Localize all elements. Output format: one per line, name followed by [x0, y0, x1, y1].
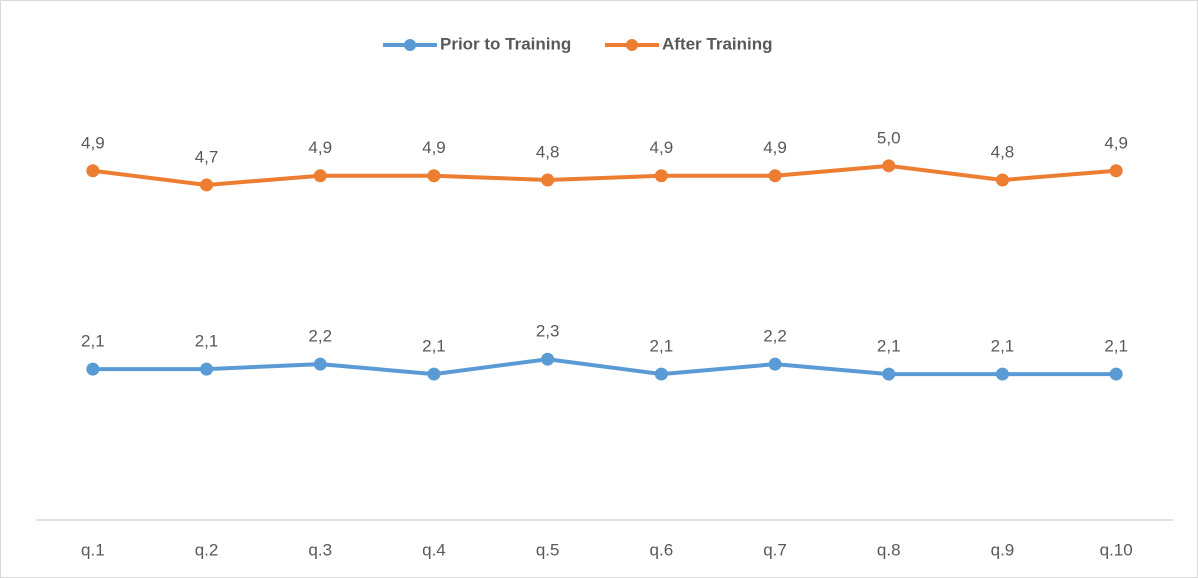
data-point: [313, 357, 327, 371]
data-point: [86, 164, 100, 178]
data-label: 2,2: [308, 327, 332, 346]
x-tick-label: q.1: [81, 540, 105, 559]
data-label: 5,0: [877, 128, 901, 147]
data-label: 4,9: [763, 138, 787, 157]
legend-swatch-marker: [626, 39, 638, 51]
data-label: 2,1: [1104, 337, 1128, 356]
data-point: [200, 362, 214, 376]
x-tick-label: q.7: [763, 540, 787, 559]
data-label: 4,9: [308, 138, 332, 157]
data-point: [654, 169, 668, 183]
series-line: [92, 357, 1117, 377]
x-tick-label: q.2: [195, 540, 219, 559]
data-point: [995, 173, 1009, 187]
data-point: [1109, 367, 1123, 381]
data-label: 2,1: [650, 337, 674, 356]
data-point: [882, 159, 896, 173]
data-label: 2,1: [81, 332, 105, 351]
x-tick-label: q.9: [991, 540, 1015, 559]
x-tick-label: q.8: [877, 540, 901, 559]
data-label: 2,1: [195, 332, 219, 351]
x-tick-label: q.10: [1100, 540, 1133, 559]
data-label: 4,8: [536, 142, 560, 161]
data-point: [427, 169, 441, 183]
data-point: [882, 367, 896, 381]
data-point: [541, 173, 555, 187]
data-label: 4,9: [1104, 133, 1128, 152]
data-point: [768, 357, 782, 371]
data-label: 4,9: [650, 138, 674, 157]
data-label: 4,9: [422, 138, 446, 157]
data-label: 4,7: [195, 147, 219, 166]
data-point: [313, 169, 327, 183]
data-point: [768, 169, 782, 183]
data-label: 2,1: [991, 337, 1015, 356]
data-label: 2,1: [422, 337, 446, 356]
data-point: [541, 352, 555, 366]
data-point: [995, 367, 1009, 381]
data-label: 4,8: [991, 142, 1015, 161]
legend-label: Prior to Training: [440, 34, 571, 53]
x-tick-label: q.3: [308, 540, 332, 559]
data-label: 4,9: [81, 133, 105, 152]
data-point: [654, 367, 668, 381]
data-point: [1109, 164, 1123, 178]
data-point: [86, 362, 100, 376]
legend-label: After Training: [662, 34, 773, 53]
x-tick-label: q.5: [536, 540, 560, 559]
x-tick-label: q.6: [650, 540, 674, 559]
data-label: 2,1: [877, 337, 901, 356]
data-point: [427, 367, 441, 381]
series-line: [92, 163, 1117, 187]
data-label: 2,2: [763, 327, 787, 346]
data-label: 2,3: [536, 322, 560, 341]
legend-swatch-marker: [404, 39, 416, 51]
x-tick-label: q.4: [422, 540, 446, 559]
data-point: [200, 178, 214, 192]
